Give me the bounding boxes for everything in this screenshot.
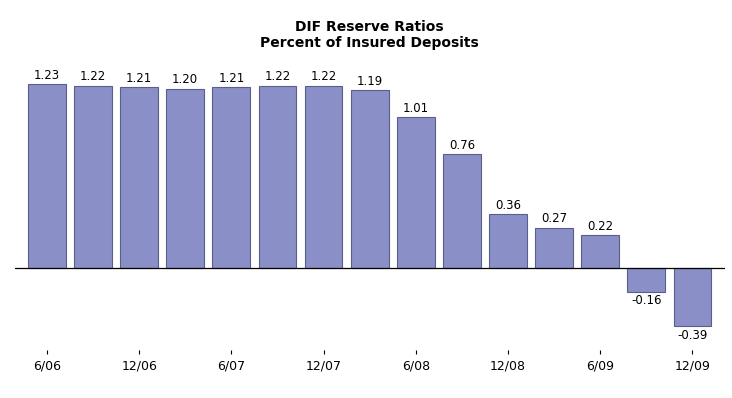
Text: 1.22: 1.22 <box>310 70 337 83</box>
Title: DIF Reserve Ratios
Percent of Insured Deposits: DIF Reserve Ratios Percent of Insured De… <box>261 20 479 51</box>
Bar <box>489 214 527 268</box>
Bar <box>581 235 619 268</box>
Bar <box>305 86 343 268</box>
Text: 1.21: 1.21 <box>126 72 152 85</box>
Text: 0.22: 0.22 <box>587 220 613 233</box>
Text: 0.36: 0.36 <box>495 199 521 212</box>
Text: 1.22: 1.22 <box>80 70 106 83</box>
Text: 1.22: 1.22 <box>264 70 291 83</box>
Bar <box>673 268 712 326</box>
Text: 0.27: 0.27 <box>541 213 567 225</box>
Text: -0.39: -0.39 <box>677 329 708 341</box>
Text: -0.16: -0.16 <box>631 294 662 307</box>
Text: 1.19: 1.19 <box>356 75 383 88</box>
Bar <box>443 154 481 268</box>
Text: 1.23: 1.23 <box>34 69 60 82</box>
Bar <box>120 87 158 268</box>
Text: 1.01: 1.01 <box>403 102 429 115</box>
Bar <box>258 86 296 268</box>
Text: 1.20: 1.20 <box>172 73 198 86</box>
Bar <box>535 228 573 268</box>
Bar <box>28 84 66 268</box>
Bar <box>166 89 204 268</box>
Bar <box>351 90 389 268</box>
Bar <box>212 87 250 268</box>
Bar <box>74 86 112 268</box>
Bar <box>397 117 435 268</box>
Bar <box>627 268 665 292</box>
Text: 1.21: 1.21 <box>218 72 244 85</box>
Text: 0.76: 0.76 <box>449 139 475 152</box>
